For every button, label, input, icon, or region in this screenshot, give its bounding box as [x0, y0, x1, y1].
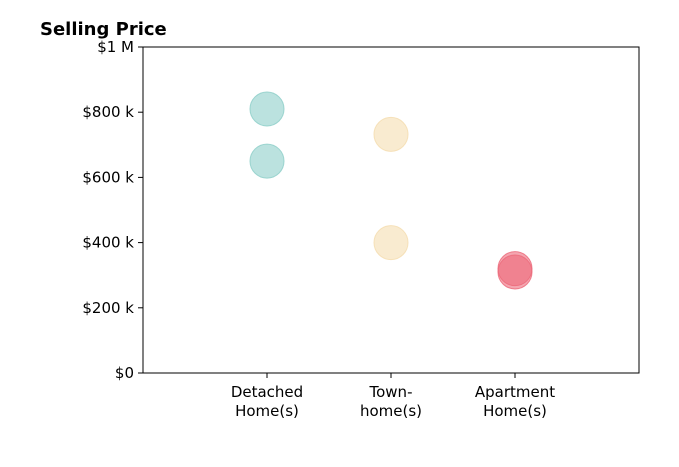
- data-points: [249, 91, 533, 290]
- x-category-label: Detached Home(s): [231, 383, 303, 420]
- y-tick-label: $200 k: [82, 299, 134, 317]
- y-tick-label: $800 k: [82, 103, 134, 121]
- x-axis: Detached Home(s) Town-home(s) Apartment Home…: [231, 373, 555, 420]
- x-category-label: Town-home(s): [360, 383, 422, 420]
- plot-area-frame: [142, 46, 640, 374]
- data-point: [249, 143, 285, 179]
- y-tick-label: $600 k: [82, 168, 134, 186]
- y-tick-label: $400 k: [82, 234, 134, 252]
- data-point: [249, 91, 285, 127]
- data-point: [373, 225, 409, 261]
- x-category-label: Apartment Home(s): [475, 383, 555, 420]
- data-point: [497, 254, 533, 290]
- data-point: [373, 116, 409, 152]
- y-tick-label: $0: [115, 364, 134, 382]
- y-axis: $0 $200 k $400 k $600 k $800 k $1 M: [82, 38, 143, 382]
- y-tick-label: $1 M: [97, 38, 134, 56]
- chart-title: Selling Price: [40, 19, 167, 40]
